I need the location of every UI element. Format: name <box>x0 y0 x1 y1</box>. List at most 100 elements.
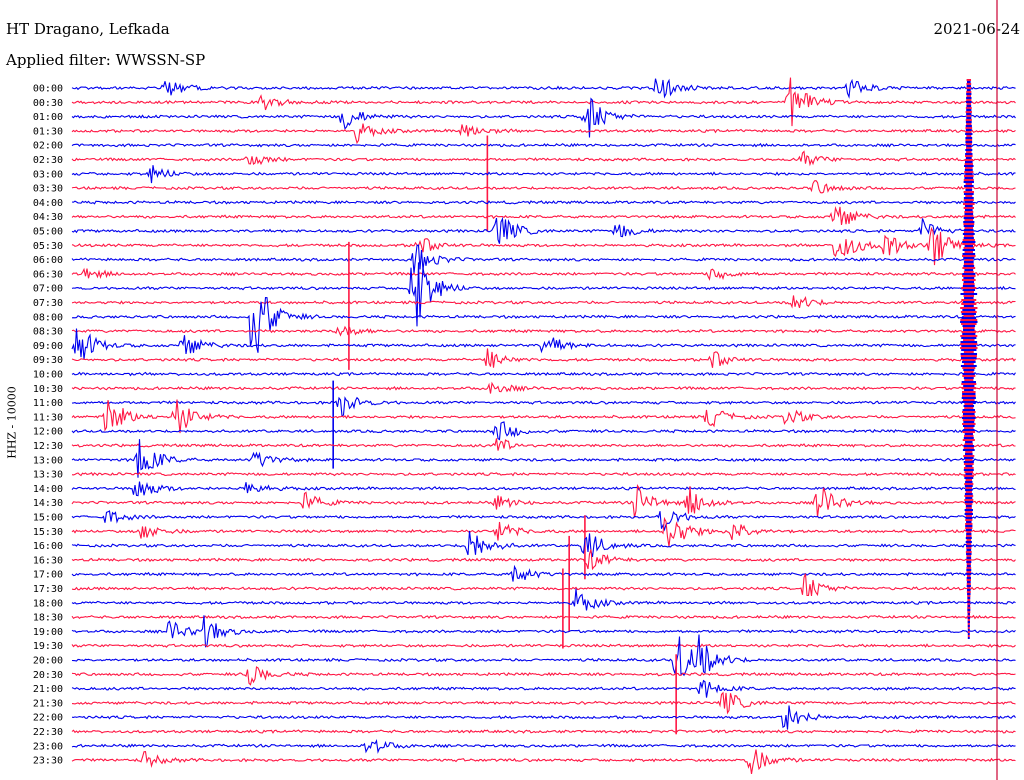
seismic-trace <box>71 510 1016 532</box>
seismic-trace <box>71 739 1016 754</box>
time-tick-label: 03:00 <box>33 169 63 180</box>
seismic-trace <box>71 348 1016 368</box>
seismic-trace <box>71 381 1016 394</box>
time-tick-label: 19:00 <box>33 627 63 638</box>
filter-subtitle: Applied filter: WWSSN-SP <box>6 51 206 69</box>
seismic-trace <box>71 530 1016 558</box>
time-tick-label: 10:00 <box>33 370 63 381</box>
seismic-trace <box>71 262 1016 327</box>
time-tick-label: 13:00 <box>33 455 63 466</box>
seismic-trace <box>71 123 1016 145</box>
seismic-trace <box>71 200 1016 205</box>
seismic-trace <box>71 226 1016 266</box>
time-tick-label: 20:00 <box>33 656 63 667</box>
time-tick-label: 05:00 <box>33 227 63 238</box>
time-tick-label: 06:30 <box>33 269 63 280</box>
seismic-trace <box>71 325 1016 337</box>
seismic-trace <box>71 328 1016 360</box>
seismic-trace <box>71 399 1016 434</box>
seismic-trace <box>71 516 1016 547</box>
time-tick-label: 11:00 <box>33 398 63 409</box>
seismic-trace <box>71 371 1016 377</box>
time-tick-label: 10:30 <box>33 384 63 395</box>
time-tick-label: 08:30 <box>33 327 63 338</box>
time-tick-label: 17:30 <box>33 584 63 595</box>
seismic-trace <box>71 267 1016 281</box>
time-tick-label: 12:30 <box>33 441 63 452</box>
time-tick-label: 12:00 <box>33 427 63 438</box>
time-tick-label: 16:30 <box>33 555 63 566</box>
time-tick-label: 01:30 <box>33 126 63 137</box>
seismic-trace <box>71 691 1016 715</box>
seismic-trace <box>71 573 1016 597</box>
time-tick-label: 00:00 <box>33 84 63 95</box>
seismic-trace <box>71 564 1016 582</box>
seismic-trace <box>71 439 1016 478</box>
seismic-trace <box>71 142 1016 148</box>
time-tick-label: 15:30 <box>33 527 63 538</box>
time-tick-label: 03:30 <box>33 184 63 195</box>
seismic-trace <box>71 205 1016 225</box>
seismic-trace <box>71 705 1016 730</box>
time-tick-label: 14:30 <box>33 498 63 509</box>
time-tick-label: 07:30 <box>33 298 63 309</box>
time-tick-label: 14:00 <box>33 484 63 495</box>
time-tick-label: 21:30 <box>33 698 63 709</box>
time-tick-label: 18:00 <box>33 598 63 609</box>
seismic-trace <box>71 643 1016 648</box>
time-tick-label: 05:30 <box>33 241 63 252</box>
seismic-trace <box>71 396 1016 418</box>
time-tick-label: 13:30 <box>33 470 63 481</box>
seismic-trace <box>71 97 1016 138</box>
time-tick-label: 22:30 <box>33 727 63 738</box>
station-title: HT Dragano, Lefkada <box>6 20 170 38</box>
time-tick-label: 18:30 <box>33 613 63 624</box>
seismic-trace <box>71 165 1016 184</box>
time-tick-label: 15:00 <box>33 513 63 524</box>
time-tick-label: 02:30 <box>33 155 63 166</box>
time-tick-label: 09:30 <box>33 355 63 366</box>
time-tick-label: 23:00 <box>33 741 63 752</box>
seismic-trace <box>71 615 1016 648</box>
time-tick-label: 21:00 <box>33 684 63 695</box>
seismic-trace <box>71 78 1016 99</box>
seismic-trace <box>71 634 1016 677</box>
seismic-trace <box>71 549 1016 571</box>
seismic-trace <box>71 614 1016 620</box>
seismic-trace <box>71 666 1016 686</box>
time-tick-label: 00:30 <box>33 98 63 109</box>
seismic-trace <box>71 484 1016 518</box>
seismic-trace <box>71 729 1016 734</box>
seismic-trace <box>71 588 1016 611</box>
date-label: 2021-06-24 <box>933 20 1020 38</box>
time-tick-label: 20:30 <box>33 670 63 681</box>
seismic-trace <box>71 438 1016 451</box>
seismic-trace <box>71 297 1016 353</box>
time-tick-label: 17:00 <box>33 570 63 581</box>
time-tick-label: 23:30 <box>33 756 63 767</box>
seismic-trace <box>71 679 1016 698</box>
time-tick-label: 16:00 <box>33 541 63 552</box>
time-tick-label: 04:00 <box>33 198 63 209</box>
time-tick-label: 06:00 <box>33 255 63 266</box>
time-tick-label: 09:00 <box>33 341 63 352</box>
seismic-trace <box>71 481 1016 497</box>
seismic-trace <box>71 77 1016 127</box>
time-tick-label: 07:00 <box>33 284 63 295</box>
time-tick-label: 01:00 <box>33 112 63 123</box>
seismic-trace <box>71 471 1016 477</box>
time-tick-label: 02:00 <box>33 141 63 152</box>
time-tick-label: 04:30 <box>33 212 63 223</box>
seismic-trace <box>71 749 1016 774</box>
time-tick-label: 22:00 <box>33 713 63 724</box>
time-tick-label: 19:30 <box>33 641 63 652</box>
seismic-trace <box>71 421 1016 441</box>
time-tick-label: 11:30 <box>33 412 63 423</box>
seismic-trace <box>71 295 1016 309</box>
seismic-trace <box>71 150 1016 167</box>
seismic-trace <box>71 244 1016 274</box>
time-tick-label: 08:00 <box>33 312 63 323</box>
seismic-trace <box>71 216 1016 244</box>
seismic-trace <box>71 179 1016 194</box>
